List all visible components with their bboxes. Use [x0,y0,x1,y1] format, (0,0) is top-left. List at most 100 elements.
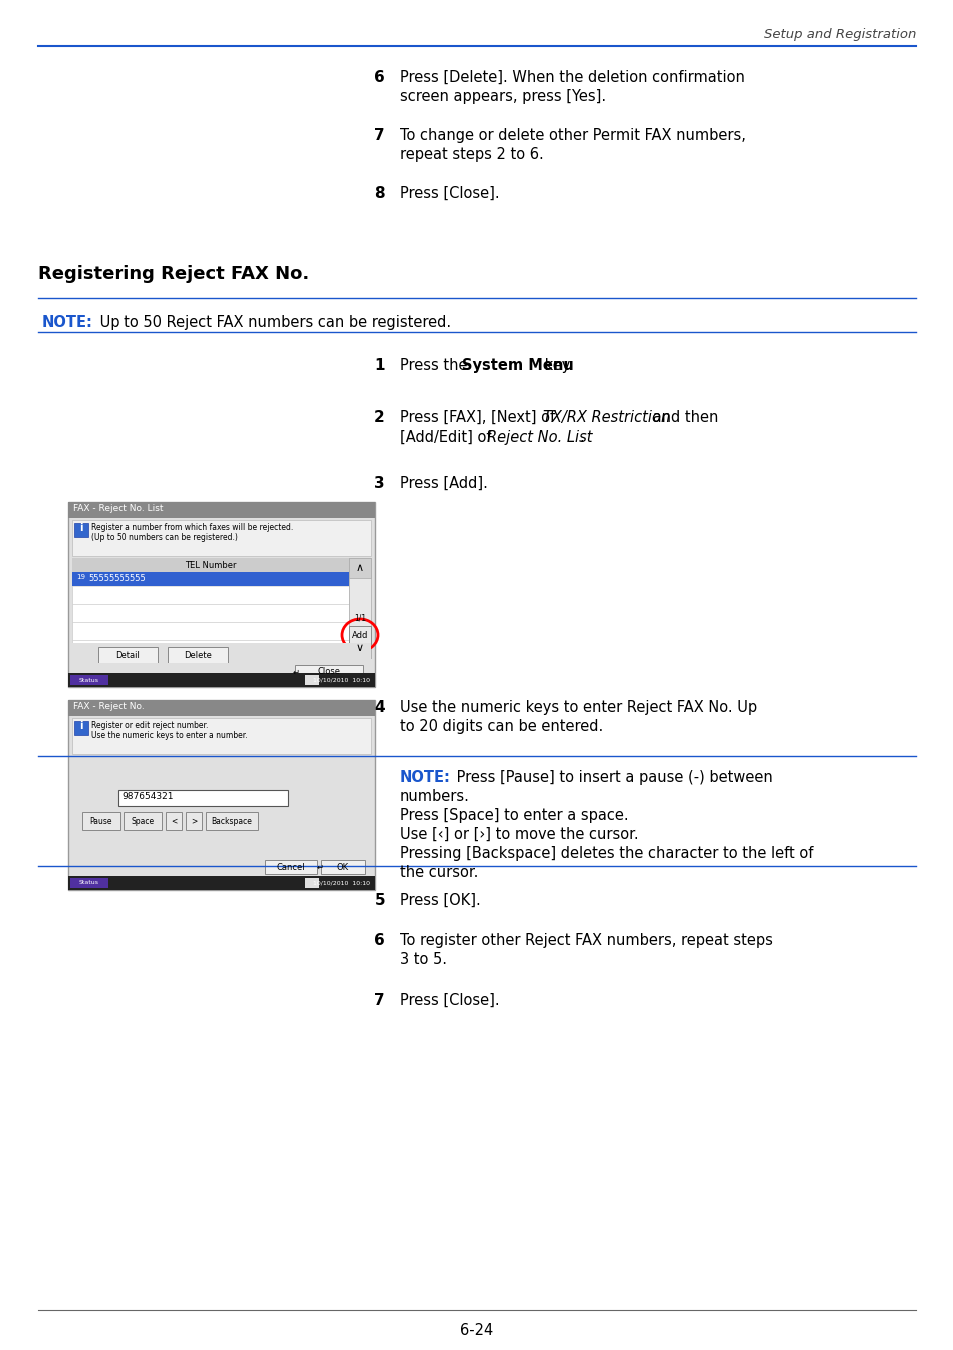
FancyBboxPatch shape [68,876,375,890]
FancyBboxPatch shape [305,878,318,888]
Text: 7: 7 [374,994,385,1008]
Text: Press [Close].: Press [Close]. [399,186,499,201]
Text: Press [OK].: Press [OK]. [399,892,480,909]
FancyBboxPatch shape [349,558,371,657]
Text: FAX - Reject No. List: FAX - Reject No. List [73,504,163,513]
Text: 3 to 5.: 3 to 5. [399,952,447,967]
Text: Space: Space [132,817,154,825]
FancyBboxPatch shape [68,701,375,716]
Text: Press the: Press the [399,358,472,373]
Text: 6: 6 [374,70,385,85]
Text: Status: Status [79,678,99,683]
FancyBboxPatch shape [70,878,108,888]
FancyBboxPatch shape [124,811,162,830]
Text: Use the numeric keys to enter Reject FAX No. Up: Use the numeric keys to enter Reject FAX… [399,701,757,716]
Text: TEL Number: TEL Number [185,560,236,570]
Text: Delete: Delete [184,652,212,660]
Text: 10/10/2010  10:10: 10/10/2010 10:10 [313,880,370,886]
Text: i: i [79,522,83,533]
FancyBboxPatch shape [71,520,371,556]
Text: 19: 19 [76,574,85,580]
Text: .: . [579,431,584,446]
Text: 2: 2 [374,410,385,425]
Text: 5: 5 [374,892,385,909]
Text: 55555555555: 55555555555 [88,574,146,583]
FancyBboxPatch shape [294,666,363,679]
Text: numbers.: numbers. [399,788,470,805]
Text: Backspace: Backspace [212,817,253,825]
Text: the cursor.: the cursor. [399,865,477,880]
Text: 6: 6 [374,933,385,948]
Text: Press [Space] to enter a space.: Press [Space] to enter a space. [399,809,628,824]
FancyBboxPatch shape [71,643,371,671]
Text: 987654321: 987654321 [122,792,173,801]
Text: Add: Add [352,630,368,640]
Text: Press [Add].: Press [Add]. [399,477,487,491]
Text: Setup and Registration: Setup and Registration [762,28,915,40]
FancyBboxPatch shape [166,811,182,830]
Text: To register other Reject FAX numbers, repeat steps: To register other Reject FAX numbers, re… [399,933,772,948]
Text: 1/1: 1/1 [354,613,366,622]
Text: Close: Close [317,667,340,676]
FancyBboxPatch shape [98,647,158,666]
Text: OK: OK [336,863,349,872]
FancyBboxPatch shape [70,675,108,684]
Text: Pause: Pause [90,817,112,825]
Text: Press [FAX], [Next] of: Press [FAX], [Next] of [399,410,559,425]
FancyBboxPatch shape [118,790,288,806]
Text: 10/10/2010  10:10: 10/10/2010 10:10 [313,678,370,683]
FancyBboxPatch shape [74,522,88,537]
FancyBboxPatch shape [349,558,371,578]
Text: (Up to 50 numbers can be registered.): (Up to 50 numbers can be registered.) [91,533,237,541]
Text: Up to 50 Reject FAX numbers can be registered.: Up to 50 Reject FAX numbers can be regis… [95,315,451,329]
FancyBboxPatch shape [71,558,349,657]
FancyBboxPatch shape [349,639,371,657]
FancyBboxPatch shape [71,572,349,586]
Text: Register or edit reject number.: Register or edit reject number. [91,721,208,730]
FancyBboxPatch shape [71,718,371,755]
Text: Detail: Detail [115,652,140,660]
Text: to 20 digits can be entered.: to 20 digits can be entered. [399,720,602,734]
Text: System Menu: System Menu [461,358,573,373]
Text: Use the numeric keys to enter a number.: Use the numeric keys to enter a number. [91,730,248,740]
FancyBboxPatch shape [68,701,375,890]
FancyBboxPatch shape [349,626,371,644]
Text: TX/RX Restriction: TX/RX Restriction [542,410,669,425]
Text: Press [Delete]. When the deletion confirmation: Press [Delete]. When the deletion confir… [399,70,744,85]
FancyBboxPatch shape [71,640,349,657]
Text: and then: and then [647,410,718,425]
Text: >: > [191,817,197,825]
Text: <: < [171,817,177,825]
Text: ∨: ∨ [355,643,364,653]
Text: 1: 1 [375,358,385,373]
FancyBboxPatch shape [186,811,202,830]
Text: Use [‹] or [›] to move the cursor.: Use [‹] or [›] to move the cursor. [399,828,638,842]
FancyBboxPatch shape [71,558,349,572]
FancyBboxPatch shape [71,603,349,622]
FancyBboxPatch shape [68,502,375,687]
Text: NOTE:: NOTE: [42,315,92,329]
FancyBboxPatch shape [206,811,257,830]
Text: ↵: ↵ [293,667,299,676]
Text: repeat steps 2 to 6.: repeat steps 2 to 6. [399,147,543,162]
FancyBboxPatch shape [82,811,120,830]
Text: Registering Reject FAX No.: Registering Reject FAX No. [38,265,309,284]
Text: 7: 7 [374,128,385,143]
FancyBboxPatch shape [168,647,228,666]
Text: NOTE:: NOTE: [399,769,451,784]
FancyBboxPatch shape [68,674,375,687]
FancyBboxPatch shape [71,859,371,878]
Text: Pressing [Backspace] deletes the character to the left of: Pressing [Backspace] deletes the charact… [399,846,813,861]
FancyBboxPatch shape [68,502,375,518]
Text: To change or delete other Permit FAX numbers,: To change or delete other Permit FAX num… [399,128,745,143]
Text: ↵: ↵ [316,863,324,872]
Text: 6-24: 6-24 [460,1323,493,1338]
Text: screen appears, press [Yes].: screen appears, press [Yes]. [399,89,605,104]
FancyBboxPatch shape [71,663,371,680]
Text: 4: 4 [374,701,385,716]
Text: Press [Pause] to insert a pause (-) between: Press [Pause] to insert a pause (-) betw… [452,769,772,784]
Text: Reject No. List: Reject No. List [486,431,592,446]
Text: [Add/Edit] of: [Add/Edit] of [399,431,496,446]
Text: Register a number from which faxes will be rejected.: Register a number from which faxes will … [91,522,293,532]
FancyBboxPatch shape [265,860,316,873]
